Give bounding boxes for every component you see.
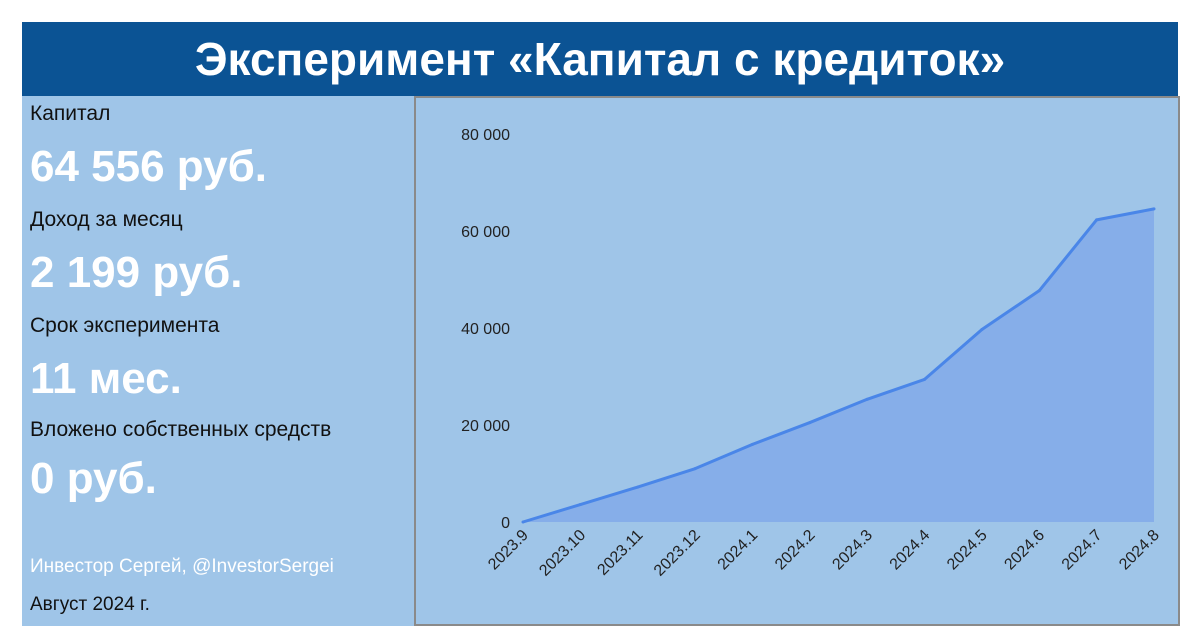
chart-panel: 0 20 000 40 000 60 000 80 000 2023.9 2023.10 20…: [414, 96, 1180, 626]
data-point: [578, 503, 582, 507]
x-tick-label: 2024.7: [1059, 527, 1106, 574]
x-tick-label: 2023.12: [651, 527, 704, 580]
income-value: 2 199 руб.: [30, 248, 243, 297]
data-point: [980, 327, 984, 331]
x-tick-label: 2023.9: [485, 527, 532, 574]
income-label: Доход за месяц: [30, 208, 183, 231]
x-tick-label: 2024.1: [715, 527, 762, 574]
page-title: Эксперимент «Капитал с кредиток»: [194, 33, 1006, 85]
x-tick-label: 2024.5: [944, 527, 991, 574]
invested-label: Вложено собственных средств: [30, 418, 332, 441]
y-tick-label: 0: [501, 515, 510, 532]
x-tick-label: 2024.8: [1116, 527, 1163, 574]
title-bar: Эксперимент «Капитал с кредиток»: [22, 22, 1178, 96]
area-fill: [523, 208, 1154, 523]
duration-label: Срок эксперимента: [30, 314, 220, 337]
x-tick-label: 2023.11: [594, 527, 646, 579]
y-tick-label: 40 000: [461, 321, 510, 338]
x-tick-label: 2023.10: [536, 527, 589, 580]
data-point: [865, 397, 869, 401]
data-point: [923, 377, 927, 381]
x-tick-label: 2024.4: [887, 527, 934, 574]
x-tick-label: 2024.6: [1001, 527, 1048, 574]
y-tick-label: 80 000: [461, 127, 510, 144]
data-point: [750, 442, 754, 446]
data-point: [1095, 218, 1099, 222]
x-tick-label: 2024.2: [772, 527, 819, 574]
data-point: [521, 520, 525, 524]
series-line: [522, 207, 1155, 524]
capital-label: Капитал: [30, 102, 111, 125]
stats-panel: Капитал 64 556 руб. Доход за месяц 2 199…: [22, 96, 414, 626]
x-tick-label: 2024.3: [829, 527, 876, 574]
data-point: [1152, 207, 1156, 211]
data-point: [636, 485, 640, 489]
data-point: [1037, 289, 1041, 293]
author-credit: Инвестор Сергей, @InvestorSergei: [30, 556, 334, 577]
y-tick-label: 60 000: [461, 224, 510, 241]
duration-value: 11 мес.: [30, 354, 182, 403]
data-point: [693, 467, 697, 471]
capital-value: 64 556 руб.: [30, 142, 267, 191]
data-point: [808, 421, 812, 425]
y-tick-label: 20 000: [461, 418, 510, 435]
report-date: Август 2024 г.: [30, 594, 150, 615]
invested-value: 0 руб.: [30, 454, 157, 503]
infographic-frame: Эксперимент «Капитал с кредиток» Капитал…: [22, 22, 1180, 626]
